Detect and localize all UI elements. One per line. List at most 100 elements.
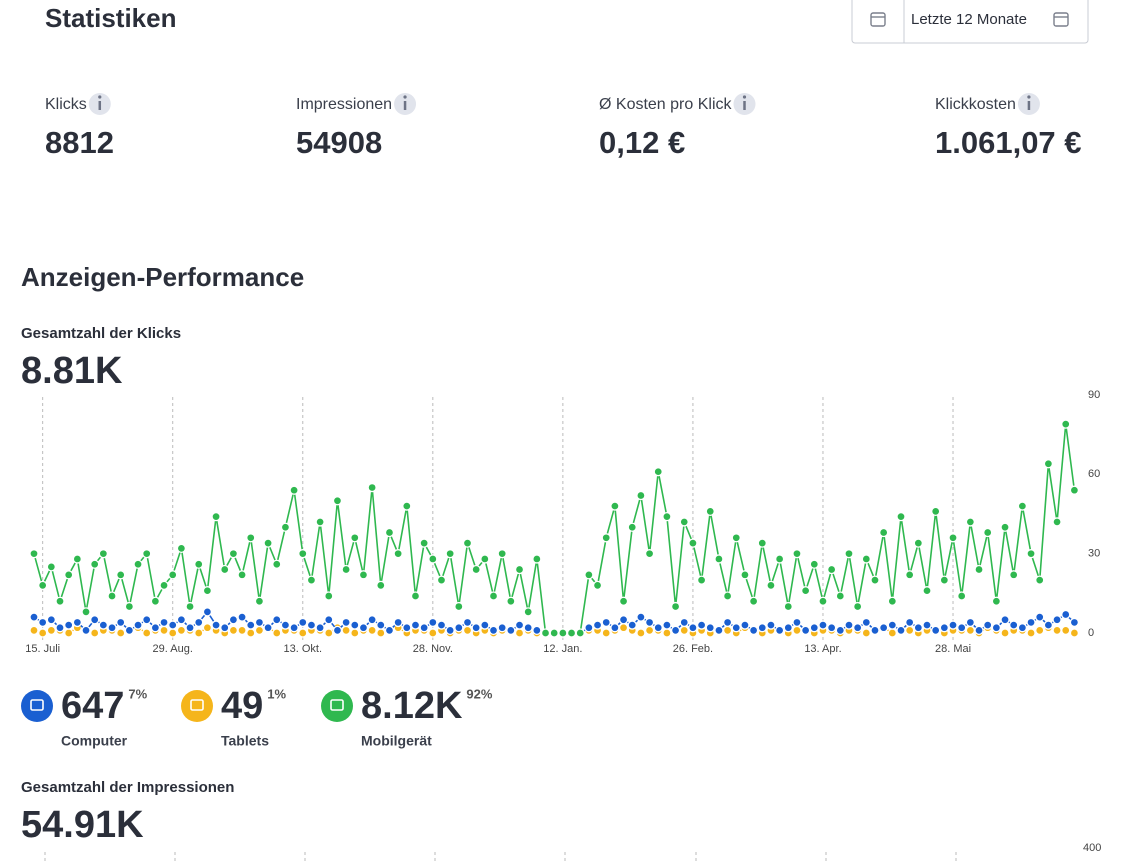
- data-point: [38, 617, 48, 628]
- data-point: [965, 517, 976, 527]
- data-point: [584, 623, 594, 633]
- data-point: [168, 628, 178, 638]
- data-point: [436, 620, 447, 630]
- data-point: [722, 617, 733, 628]
- data-point: [1009, 620, 1019, 630]
- data-point: [315, 517, 325, 527]
- date-range[interactable]: Letzte 12 Monate: [911, 11, 1027, 28]
- data-point: [46, 562, 56, 572]
- data-point: [1017, 501, 1028, 511]
- date-picker[interactable]: Letzte 12 Monate: [851, 0, 1089, 44]
- data-point: [358, 570, 369, 580]
- data-point: [731, 623, 741, 633]
- data-point: [228, 549, 239, 559]
- data-point: [1000, 628, 1010, 638]
- data-point: [974, 625, 984, 636]
- data-point: [176, 625, 187, 636]
- data-point: [133, 620, 143, 630]
- data-point: [627, 522, 637, 532]
- data-point: [272, 628, 282, 638]
- device-icon: [321, 690, 353, 722]
- data-point: [870, 625, 880, 636]
- data-point: [272, 615, 282, 625]
- data-point: [358, 623, 369, 633]
- data-point: [809, 623, 819, 633]
- data-point: [1069, 628, 1080, 638]
- data-point: [757, 538, 767, 548]
- data-point: [887, 628, 897, 638]
- data-point: [142, 549, 152, 559]
- data-point: [523, 607, 533, 617]
- data-point: [1061, 625, 1071, 636]
- data-point: [636, 490, 646, 501]
- data-point: [263, 538, 273, 548]
- data-point: [1035, 612, 1045, 622]
- data-point: [289, 485, 299, 495]
- data-point: [90, 615, 100, 625]
- data-point: [428, 617, 438, 628]
- data-point: [506, 625, 516, 636]
- data-point: [514, 564, 525, 575]
- y-tick-label: 90: [1088, 389, 1100, 401]
- data-point: [376, 620, 386, 630]
- data-point: [29, 549, 39, 559]
- data-point: [610, 501, 620, 511]
- data-point: [540, 628, 551, 638]
- data-point: [324, 615, 334, 625]
- data-point: [38, 580, 48, 591]
- date-picker-box[interactable]: [851, 0, 1089, 44]
- data-point: [98, 549, 109, 559]
- data-point: [879, 527, 889, 538]
- data-point: [818, 596, 828, 606]
- data-point: [601, 628, 611, 638]
- data-point: [90, 559, 100, 569]
- data-point: [905, 570, 915, 580]
- x-tick-label: 15. Juli: [25, 643, 60, 655]
- data-point: [1052, 615, 1062, 625]
- data-point: [627, 620, 637, 630]
- data-point: [263, 623, 273, 633]
- data-point: [679, 517, 689, 527]
- data-point: [931, 625, 941, 636]
- data-point: [168, 620, 178, 630]
- data-point: [905, 625, 915, 636]
- data-point: [800, 586, 811, 596]
- data-point: [254, 617, 265, 628]
- data-point: [350, 620, 360, 630]
- data-point: [185, 623, 195, 633]
- y-tick-label: 30: [1088, 548, 1100, 560]
- data-point: [254, 596, 265, 606]
- data-point: [965, 625, 976, 636]
- device-legend: 647 7% Computer 49 1% Tablets 8.12K 92% Mobilger…: [21, 685, 493, 749]
- data-point: [246, 620, 256, 630]
- data-point: [861, 554, 871, 564]
- data-point: [688, 538, 698, 548]
- data-point: [254, 625, 265, 636]
- data-point: [55, 596, 65, 606]
- data-point: [176, 543, 187, 554]
- data-point: [558, 628, 568, 638]
- calendar-icon[interactable]: [870, 12, 1069, 27]
- data-point: [662, 628, 672, 638]
- data-point: [150, 623, 161, 633]
- data-point: [367, 615, 377, 625]
- data-point: [202, 607, 213, 617]
- device-label: Computer: [61, 733, 128, 749]
- data-point: [922, 620, 932, 630]
- data-point: [480, 620, 490, 630]
- data-point: [800, 625, 811, 636]
- data-point: [497, 623, 507, 633]
- data-point: [653, 467, 663, 477]
- data-point: [306, 575, 317, 585]
- data-point: [948, 620, 958, 630]
- data-point: [991, 596, 1002, 606]
- x-tick-label: 28. Nov.: [413, 643, 453, 655]
- data-point: [38, 628, 48, 638]
- data-point: [610, 623, 620, 633]
- data-point: [410, 591, 421, 601]
- x-tick-label: 12. Jan.: [543, 643, 582, 655]
- data-point: [306, 620, 317, 630]
- section-title: Anzeigen-Performance: [21, 262, 304, 292]
- data-point: [237, 625, 247, 636]
- data-point: [931, 506, 941, 517]
